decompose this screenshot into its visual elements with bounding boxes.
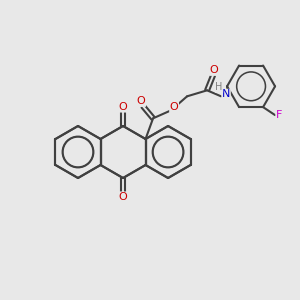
Text: O: O (119, 102, 128, 112)
Text: O: O (210, 65, 218, 75)
Text: F: F (276, 110, 282, 120)
Text: H: H (215, 82, 223, 92)
Text: N: N (222, 89, 230, 99)
Text: O: O (119, 192, 128, 202)
Text: O: O (137, 96, 146, 106)
Text: O: O (170, 102, 178, 112)
